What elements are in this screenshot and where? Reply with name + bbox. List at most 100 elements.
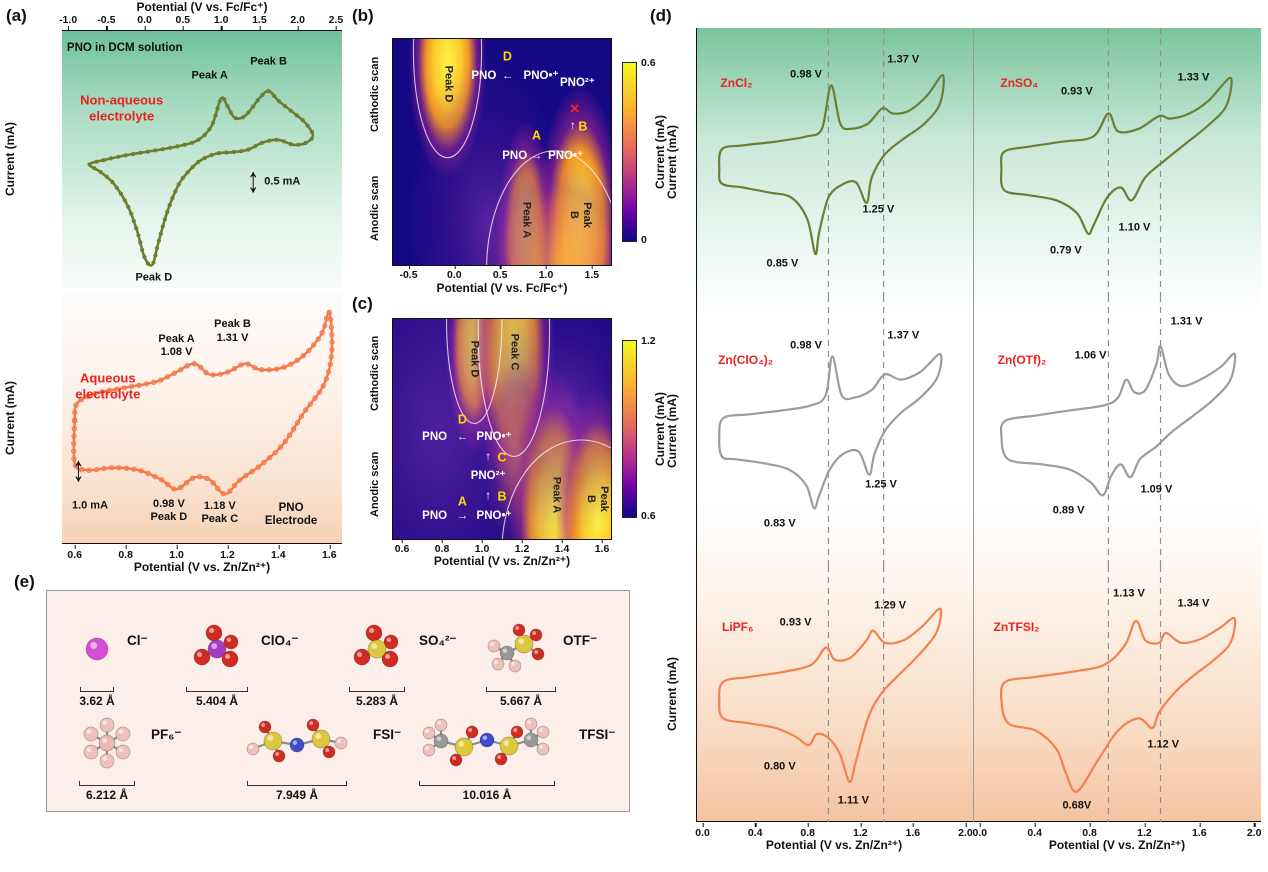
- d-right-ticks: 0.0 0.4 0.8 1.2 1.6 2.0: [973, 823, 1261, 839]
- a-bottom-ylabel: Current (mA): [3, 381, 17, 455]
- cv-curve-svg: [87, 88, 315, 267]
- molecule-model: [85, 637, 109, 661]
- b-colorbar: [622, 62, 637, 242]
- b-heatmap: Peak D Peak A Peak B PNO ← D PNO•⁺ PNO²⁺ × ↑ B PNO →…: [392, 38, 612, 266]
- cv-plot-znso4: ZnSO₄ 0.93 V 1.33 V 1.10 V 0.79 V: [974, 28, 1262, 296]
- b-colorbar-max: 0.6: [641, 57, 656, 69]
- tick-label: 1.0: [538, 265, 554, 281]
- size-bracket: [419, 781, 555, 786]
- tick-label: 1.6: [594, 539, 610, 555]
- c-axis-title: Potential (V vs. Zn/Zn²⁺): [433, 554, 571, 568]
- c-colorbar: [622, 340, 637, 518]
- tick-label: 1.0: [474, 539, 490, 555]
- anion-size-value: 7.949 Å: [275, 788, 319, 802]
- heatmap-contour-svg: [445, 319, 611, 539]
- c-heatmap: Peak D Peak C Peak A Peak B PNO ← D PNO•⁺ ↑ C PNO²…: [392, 318, 612, 540]
- molecule-model: [83, 717, 131, 769]
- panel-e-label: (e): [14, 572, 35, 591]
- tick-label: 0.8: [118, 545, 133, 561]
- tick-label: 0.8: [434, 539, 450, 555]
- anion-formula-label: PF₆⁻: [151, 727, 182, 742]
- b-colorbar-min: 0: [641, 234, 647, 246]
- molecule-model: [246, 718, 348, 763]
- anion-formula-label: ClO₄⁻: [261, 633, 299, 648]
- molecule-model: [353, 624, 399, 668]
- anion-formula-label: TFSI⁻: [579, 727, 616, 742]
- c-colorbar-min: 0.6: [641, 510, 656, 522]
- anion-size-value: 10.016 Å: [462, 788, 512, 802]
- tick-label: 0.0: [695, 823, 710, 839]
- a-bottom-ticks: 0.6 0.8 1.0 1.2 1.4 1.6: [62, 545, 342, 561]
- panel-d-label: (d): [650, 6, 672, 25]
- tick-label: 0.8: [800, 823, 816, 839]
- cv-curve-svg: [718, 296, 943, 566]
- anion-formula-label: Cl⁻: [127, 633, 148, 648]
- cv-plot-znclo4: Zn(ClO₄)₂ 0.98 V 1.37 V 1.25 V 0.83 V: [697, 296, 973, 566]
- tick-label: 1.0: [213, 14, 229, 30]
- anion-formula-label: OTF⁻: [563, 633, 598, 648]
- tick-label: 0.4: [1027, 823, 1043, 839]
- anion-size-value: 5.404 Å: [195, 694, 239, 708]
- tick-label: 1.4: [554, 539, 570, 555]
- tick-label: 0.5: [492, 265, 508, 281]
- d-left-ticks: 0.0 0.4 0.8 1.2 1.6 2.0: [695, 823, 973, 839]
- c-anodic-scan-label: Anodic scan: [369, 451, 381, 517]
- anion-formula-label: SO₄²⁻: [419, 633, 457, 648]
- tick-label: 2.0: [958, 823, 973, 839]
- panel-d-plots: ZnCl₂ 0.98 V 1.37 V 1.25 V 0.85 V ZnSO₄ 0.93 …: [696, 28, 1261, 822]
- tick-label: 1.6: [321, 545, 337, 561]
- tick-label: 0.5: [175, 14, 191, 30]
- tick-label: 1.2: [514, 539, 530, 555]
- b-ticks: -0.5 0.0 0.5 1.0 1.5: [392, 265, 612, 281]
- d-row2-ylabel: Current (mA): [665, 394, 679, 468]
- b-cathodic-scan-label: Cathodic scan: [369, 56, 381, 132]
- tick-label: 1.2: [1137, 823, 1152, 839]
- a-top-ticks: -1.0 -0.5 0.0 0.5 1.0 1.5 2.0 2.5: [59, 14, 344, 30]
- a-bottom-cv-plot: Aqueous electrolyte Peak A 1.08 V Peak B 1…: [62, 292, 342, 544]
- cv-plot-zncl2: ZnCl₂ 0.98 V 1.37 V 1.25 V 0.85 V: [697, 28, 973, 296]
- heat-blob: [393, 319, 582, 539]
- cv-curve-svg: [718, 566, 943, 822]
- b-anodic-scan-label: Anodic scan: [369, 175, 381, 241]
- c-ticks: 0.6 0.8 1.0 1.2 1.4 1.6: [392, 539, 612, 555]
- tick-label: 1.2: [852, 823, 868, 839]
- tick-label: 0.0: [137, 14, 152, 30]
- d-right-axis-title: Potential (V vs. Zn/Zn²⁺): [1048, 838, 1186, 852]
- tick-label: 0.4: [747, 823, 763, 839]
- molecule-model: [487, 623, 545, 673]
- d-left-axis-title: Potential (V vs. Zn/Zn²⁺): [765, 838, 903, 852]
- a-top-cv-plot: PNO in DCM solution Non-aqueous electroly…: [62, 30, 342, 288]
- molecule-model: [422, 717, 550, 767]
- cv-curve-svg: [71, 309, 335, 497]
- tick-label: 0.6: [394, 539, 410, 555]
- molecule-model: [193, 624, 239, 668]
- tick-label: 2.5: [328, 14, 344, 30]
- tick-label: -1.0: [59, 14, 78, 30]
- anion-size-value: 5.283 Å: [355, 694, 399, 708]
- size-bracket: [349, 687, 405, 692]
- anion-size-value: 3.62 Å: [79, 694, 115, 708]
- size-bracket: [79, 781, 135, 786]
- heatmap-contour-svg: [412, 39, 611, 265]
- size-bracket: [80, 687, 114, 692]
- panel-e-anion-sizes: 3.62 Å Cl⁻ 5.404 Å ClO₄⁻ 5.283 Å SO₄²⁻ 5.667 Å…: [46, 590, 630, 812]
- cv-curve-svg: [999, 296, 1237, 566]
- tick-label: 1.6: [1191, 823, 1207, 839]
- tick-label: 2.0: [290, 14, 305, 30]
- tick-label: 1.0: [169, 545, 184, 561]
- anion-size-value: 5.667 Å: [499, 694, 543, 708]
- tick-label: -0.5: [97, 14, 116, 30]
- cv-plot-zntfsi: ZnTFSI₂ 1.13 V 1.34 V 1.12 V 0.68V: [974, 566, 1262, 822]
- tick-label: 0.8: [1082, 823, 1097, 839]
- tick-label: 0.6: [67, 545, 83, 561]
- cv-curve-svg: [999, 566, 1237, 822]
- tick-label: 0.0: [447, 265, 462, 281]
- panel-c-label: (c): [352, 294, 373, 313]
- size-bracket: [186, 687, 248, 692]
- cv-plot-znotf: Zn(OTf)₂ 1.06 V 1.31 V 1.09 V 0.89 V: [974, 296, 1262, 566]
- panel-a-label: (a): [6, 6, 27, 25]
- size-bracket: [486, 687, 556, 692]
- tick-label: 1.6: [905, 823, 921, 839]
- tick-label: 1.2: [220, 545, 235, 561]
